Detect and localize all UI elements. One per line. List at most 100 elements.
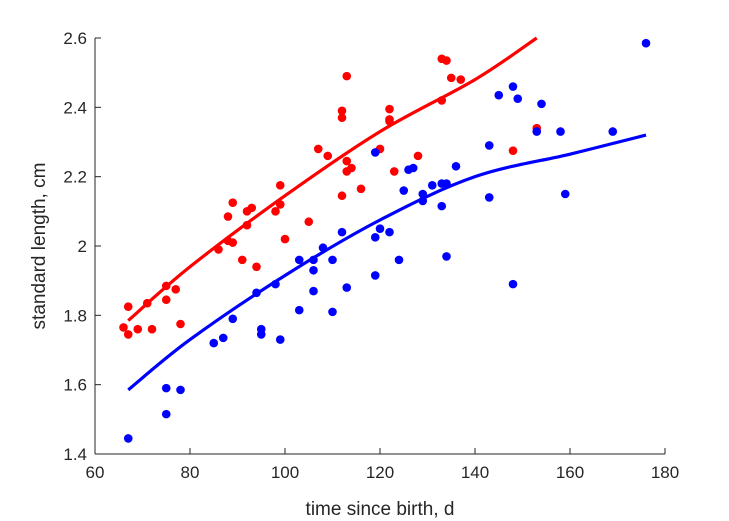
data-points — [119, 38, 651, 443]
x-axis-label: time since birth, d — [306, 499, 455, 520]
data-point — [442, 179, 451, 188]
data-point — [275, 181, 285, 190]
data-point — [123, 302, 133, 311]
data-point — [446, 73, 456, 83]
data-point — [389, 167, 399, 176]
data-point — [252, 288, 261, 298]
data-point — [228, 314, 238, 324]
y-tick-label: 1.4 — [63, 445, 87, 464]
x-tick-label: 60 — [86, 463, 105, 482]
data-point — [214, 245, 223, 254]
data-point — [161, 409, 171, 419]
data-point — [161, 383, 171, 393]
data-point — [385, 104, 394, 114]
data-point — [161, 281, 171, 291]
data-point — [328, 307, 337, 317]
y-tick-label: 2.6 — [63, 29, 87, 48]
data-point — [442, 56, 451, 65]
data-point — [275, 335, 285, 344]
y-tick-label: 2.4 — [63, 98, 87, 117]
y-axis-label: standard length, cm — [29, 163, 50, 330]
data-point — [176, 319, 185, 329]
data-point — [370, 233, 380, 242]
fit-curve — [127, 133, 647, 392]
data-point — [313, 144, 323, 154]
data-point — [294, 305, 304, 315]
y-ticks: 1.4 1.6 1.8 2 2.2 2.4 2.6 — [63, 29, 101, 464]
data-point — [123, 434, 133, 443]
fit-curve — [127, 36, 538, 322]
y-tick-label: 2.2 — [63, 168, 87, 187]
data-point — [399, 186, 409, 195]
data-point — [228, 198, 238, 207]
data-point — [342, 283, 352, 292]
data-point — [119, 323, 128, 332]
data-point — [508, 146, 518, 155]
data-point — [442, 252, 451, 261]
data-point — [223, 212, 233, 221]
data-point — [370, 148, 380, 157]
data-point — [427, 181, 437, 190]
data-point — [347, 163, 356, 173]
data-point — [418, 189, 428, 199]
data-point — [171, 285, 181, 294]
data-point — [147, 324, 157, 334]
data-point — [142, 298, 152, 308]
data-point — [328, 255, 337, 265]
data-point — [508, 279, 518, 289]
data-point — [413, 151, 423, 161]
data-point — [532, 127, 542, 136]
data-point — [218, 333, 228, 343]
data-point — [242, 220, 252, 230]
data-point — [608, 127, 618, 136]
data-point — [280, 234, 290, 244]
data-point — [256, 324, 266, 334]
data-point — [247, 203, 257, 213]
y-tick-label: 1.6 — [63, 376, 87, 395]
data-point — [537, 99, 546, 109]
data-point — [437, 201, 447, 211]
data-point — [176, 385, 185, 395]
x-tick-label: 80 — [181, 463, 200, 482]
data-point — [394, 255, 404, 265]
data-point — [228, 238, 238, 247]
data-point — [513, 94, 523, 103]
y-tick-label: 2 — [78, 237, 87, 256]
data-point — [508, 82, 518, 91]
x-ticks: 60 80 100 120 140 160 180 — [86, 448, 679, 482]
data-point — [337, 227, 347, 237]
data-point — [342, 71, 352, 81]
x-tick-label: 180 — [651, 463, 679, 482]
data-point — [456, 75, 466, 84]
data-point — [337, 113, 347, 123]
data-point — [304, 217, 314, 227]
data-point — [418, 196, 428, 206]
data-point — [309, 265, 318, 275]
data-point — [161, 295, 171, 305]
data-point — [370, 271, 380, 280]
data-point — [385, 227, 394, 237]
data-point — [560, 189, 570, 199]
data-point — [356, 184, 366, 194]
data-point — [271, 207, 280, 216]
data-point — [337, 191, 347, 201]
data-point — [337, 106, 347, 116]
data-point — [641, 38, 651, 48]
fit-curves — [127, 36, 647, 392]
data-point — [451, 161, 461, 171]
data-point — [271, 279, 280, 289]
x-tick-label: 100 — [271, 463, 299, 482]
y-tick-label: 1.8 — [63, 306, 87, 325]
data-point — [556, 127, 565, 136]
data-point — [309, 255, 318, 265]
data-point — [275, 200, 285, 209]
data-point — [309, 286, 318, 296]
data-point — [323, 151, 333, 161]
data-point — [437, 96, 447, 105]
data-point — [133, 324, 143, 334]
data-point — [294, 255, 304, 265]
x-tick-label: 120 — [366, 463, 394, 482]
data-point — [484, 141, 494, 150]
